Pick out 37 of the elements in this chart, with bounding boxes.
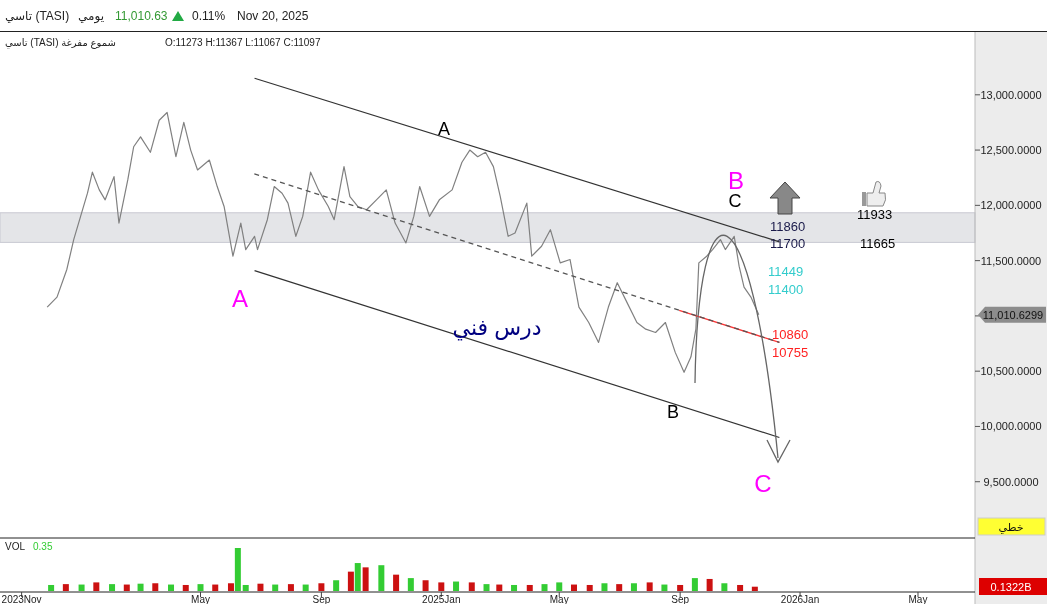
annotation: 10755: [772, 344, 809, 360]
x-tick-label: 2026Jan: [780, 594, 820, 604]
y-tick-label: 10,500.0000: [980, 365, 1042, 378]
x-tick-label: 2025Jan: [422, 594, 461, 604]
annotation: 10860: [772, 326, 809, 342]
annotation: B: [727, 166, 745, 194]
annotation: 11933: [857, 206, 893, 222]
annotation: C: [728, 191, 742, 211]
text: 0.11%: [192, 9, 226, 23]
y-tick-label: 12,000.0000: [980, 199, 1042, 212]
x-tick-label: 2023Nov: [1, 594, 42, 604]
annotation: تاسي (TASI) شموع مفرغة: [5, 37, 116, 49]
y-tick-label: 12,500.0000: [980, 144, 1042, 157]
annotation: 11860: [770, 218, 806, 234]
text: 0.1322B: [990, 581, 1032, 593]
text: 11,010.6299: [982, 308, 1044, 321]
y-tick-label: 11,500.0000: [980, 254, 1042, 267]
y-tick-label: 9,500.0000: [983, 475, 1039, 488]
annotation: 11400: [768, 281, 804, 297]
chart-title: تاسي (TASI): [5, 9, 70, 23]
annotation: 0.35: [33, 541, 53, 552]
chart-subtitle: يومي: [78, 9, 104, 24]
annotation: 11700: [770, 235, 806, 251]
annotation: 11449: [768, 263, 804, 279]
annotation: B: [666, 402, 680, 422]
annotation: A: [231, 284, 249, 312]
annotation: 11665: [860, 235, 896, 251]
chart-title: VOL: [5, 541, 26, 552]
text: 11,010.63: [115, 9, 168, 23]
annotation: O:11273 H:11367 L:11067 C:11097: [165, 37, 321, 48]
y-tick-label: 13,000.0000: [980, 88, 1042, 101]
annotation: A: [437, 119, 451, 139]
text: Nov 20, 2025: [237, 9, 309, 23]
annotation: درس فني: [452, 314, 542, 341]
annotation: C: [754, 469, 772, 497]
y-tick-label: 10,000.0000: [980, 420, 1042, 433]
text: خطي: [998, 521, 1024, 534]
